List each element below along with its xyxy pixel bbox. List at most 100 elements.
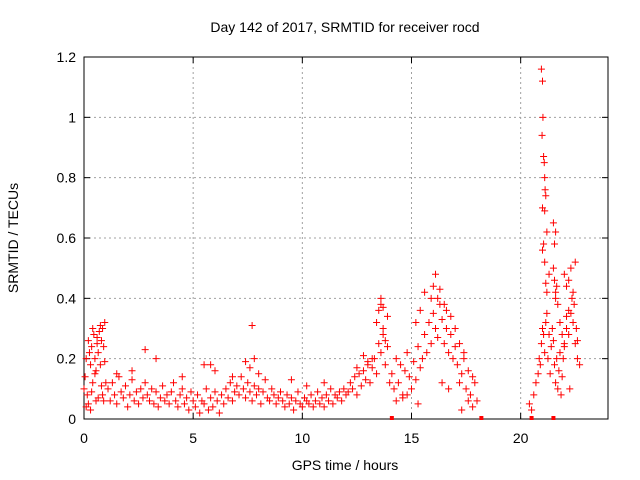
- zero-marker: [389, 416, 394, 420]
- data-point: [537, 65, 545, 73]
- data-point: [99, 391, 107, 399]
- data-point: [325, 397, 333, 405]
- data-point: [379, 303, 387, 311]
- data-point: [100, 397, 108, 405]
- y-tick-label: 0.8: [57, 170, 77, 186]
- data-point: [566, 385, 574, 393]
- data-point: [397, 361, 405, 369]
- data-point: [224, 394, 232, 402]
- data-point: [556, 318, 564, 326]
- data-point: [316, 400, 324, 408]
- data-point: [174, 403, 182, 411]
- data-point: [207, 361, 215, 369]
- data-point: [460, 349, 468, 357]
- data-point: [552, 294, 560, 302]
- data-point: [165, 400, 173, 408]
- data-point: [364, 358, 372, 366]
- data-point: [255, 370, 263, 378]
- data-point: [305, 400, 313, 408]
- data-point: [183, 394, 191, 402]
- data-point: [427, 294, 435, 302]
- data-point: [349, 385, 357, 393]
- data-point: [540, 159, 548, 167]
- data-point: [101, 318, 109, 326]
- data-point: [434, 334, 442, 342]
- data-point: [353, 391, 361, 399]
- data-point: [573, 337, 581, 345]
- data-point: [91, 370, 99, 378]
- data-point: [185, 406, 193, 414]
- data-point: [541, 174, 549, 182]
- data-point: [447, 312, 455, 320]
- data-point: [119, 394, 127, 402]
- data-point: [207, 394, 215, 402]
- data-point: [453, 361, 461, 369]
- data-point: [82, 355, 90, 363]
- data-point: [540, 240, 548, 248]
- data-point: [100, 343, 108, 351]
- data-point: [440, 340, 448, 348]
- data-point: [534, 370, 542, 378]
- data-point: [163, 391, 171, 399]
- data-point: [416, 306, 424, 314]
- data-point: [187, 388, 195, 396]
- data-point: [257, 400, 265, 408]
- data-point: [549, 219, 557, 227]
- data-point: [558, 373, 566, 381]
- data-point: [383, 343, 391, 351]
- data-point: [392, 397, 400, 405]
- y-axis-label: SRMTID / TECUs: [5, 183, 21, 293]
- data-point: [279, 397, 287, 405]
- data-point: [95, 328, 103, 336]
- data-point: [83, 391, 91, 399]
- data-point: [248, 321, 256, 329]
- data-point: [261, 376, 269, 384]
- data-point: [242, 358, 250, 366]
- data-point: [538, 131, 546, 139]
- data-point: [152, 355, 160, 363]
- data-point: [567, 264, 575, 272]
- data-point: [287, 376, 295, 384]
- data-point: [132, 388, 140, 396]
- data-point: [565, 306, 573, 314]
- data-point: [555, 367, 563, 375]
- data-point: [92, 397, 100, 405]
- data-point: [213, 397, 221, 405]
- data-point: [551, 361, 559, 369]
- data-point: [456, 340, 464, 348]
- x-tick-label: 15: [404, 430, 420, 446]
- data-point: [318, 394, 326, 402]
- data-point: [92, 367, 100, 375]
- data-point: [403, 391, 411, 399]
- data-point: [128, 367, 136, 375]
- data-point: [346, 379, 354, 387]
- data-point: [281, 403, 289, 411]
- data-point: [90, 331, 98, 339]
- data-point: [539, 113, 547, 121]
- data-series: [80, 65, 584, 420]
- data-point: [309, 403, 317, 411]
- chart-title: Day 142 of 2017, SRMTID for receiver roc…: [210, 19, 479, 35]
- data-point: [434, 294, 442, 302]
- data-point: [460, 355, 468, 363]
- data-point: [340, 385, 348, 393]
- data-point: [563, 282, 571, 290]
- data-point: [220, 400, 228, 408]
- data-point: [539, 246, 546, 254]
- data-point: [233, 382, 241, 390]
- data-point: [464, 367, 472, 375]
- data-point: [458, 406, 466, 414]
- data-point: [259, 388, 267, 396]
- data-point: [551, 240, 559, 248]
- data-point: [250, 382, 258, 390]
- data-point: [414, 400, 422, 408]
- data-point: [563, 325, 571, 332]
- data-point: [156, 394, 164, 402]
- data-point: [438, 379, 446, 387]
- data-point: [541, 349, 549, 357]
- data-point: [545, 270, 553, 278]
- data-point: [549, 337, 557, 345]
- data-point: [375, 306, 383, 314]
- data-point: [532, 379, 540, 387]
- x-tick-label: 0: [80, 430, 88, 446]
